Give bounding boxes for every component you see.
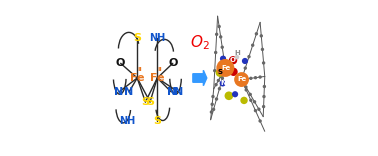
Circle shape [260, 34, 263, 38]
Text: O: O [116, 58, 125, 68]
Circle shape [262, 95, 266, 98]
Circle shape [222, 56, 226, 59]
Text: Fe: Fe [237, 76, 246, 82]
Text: Fe: Fe [150, 73, 164, 83]
Text: N: N [124, 87, 134, 97]
Circle shape [243, 66, 247, 70]
Text: O: O [168, 58, 177, 68]
Circle shape [215, 33, 218, 36]
Text: $\mathit{O}_2$: $\mathit{O}_2$ [190, 33, 210, 52]
Circle shape [217, 79, 220, 82]
Text: S: S [133, 33, 141, 43]
Circle shape [255, 32, 258, 35]
Circle shape [253, 100, 256, 104]
Circle shape [259, 75, 262, 79]
Text: H: H [234, 50, 240, 56]
Circle shape [254, 76, 257, 79]
Circle shape [220, 56, 226, 62]
Text: II: II [158, 67, 163, 72]
Circle shape [210, 110, 213, 114]
Text: S: S [146, 97, 154, 107]
Text: NH: NH [149, 33, 166, 43]
Text: S: S [141, 97, 149, 107]
Circle shape [240, 97, 248, 104]
Circle shape [221, 77, 224, 80]
Text: Fe: Fe [221, 65, 230, 71]
Circle shape [220, 80, 226, 87]
Circle shape [262, 105, 265, 108]
Circle shape [248, 93, 252, 96]
Circle shape [244, 85, 248, 89]
Circle shape [263, 85, 266, 88]
Text: O: O [230, 57, 236, 63]
Circle shape [261, 48, 264, 51]
Circle shape [251, 44, 254, 47]
Circle shape [245, 88, 248, 92]
Circle shape [229, 68, 238, 76]
Circle shape [249, 99, 253, 102]
Text: S: S [153, 116, 161, 126]
Text: Fe: Fe [130, 73, 144, 83]
Circle shape [259, 119, 262, 123]
Circle shape [214, 51, 217, 54]
Circle shape [217, 25, 221, 28]
Circle shape [254, 109, 257, 112]
Circle shape [225, 91, 233, 100]
Circle shape [212, 108, 215, 111]
Circle shape [221, 70, 225, 74]
Circle shape [232, 91, 238, 97]
Circle shape [234, 72, 249, 87]
Circle shape [214, 83, 218, 86]
Circle shape [211, 95, 215, 98]
Text: N: N [174, 87, 183, 97]
Circle shape [219, 35, 222, 39]
Circle shape [219, 75, 222, 78]
Text: II: II [138, 67, 143, 72]
Circle shape [257, 107, 260, 111]
Circle shape [211, 103, 214, 106]
Circle shape [218, 87, 221, 90]
Circle shape [220, 46, 224, 49]
Circle shape [249, 77, 253, 80]
Circle shape [245, 77, 248, 81]
Circle shape [262, 61, 265, 65]
Text: NH: NH [119, 116, 135, 126]
Circle shape [213, 69, 216, 72]
Text: N: N [114, 87, 124, 97]
Circle shape [247, 55, 251, 58]
Circle shape [215, 97, 218, 101]
Circle shape [215, 68, 224, 77]
Circle shape [242, 58, 248, 64]
FancyArrow shape [193, 70, 207, 86]
Text: S: S [218, 69, 223, 75]
Text: N: N [167, 87, 176, 97]
Circle shape [216, 59, 234, 77]
Text: N: N [220, 80, 226, 86]
Circle shape [235, 55, 239, 59]
Circle shape [229, 56, 237, 64]
